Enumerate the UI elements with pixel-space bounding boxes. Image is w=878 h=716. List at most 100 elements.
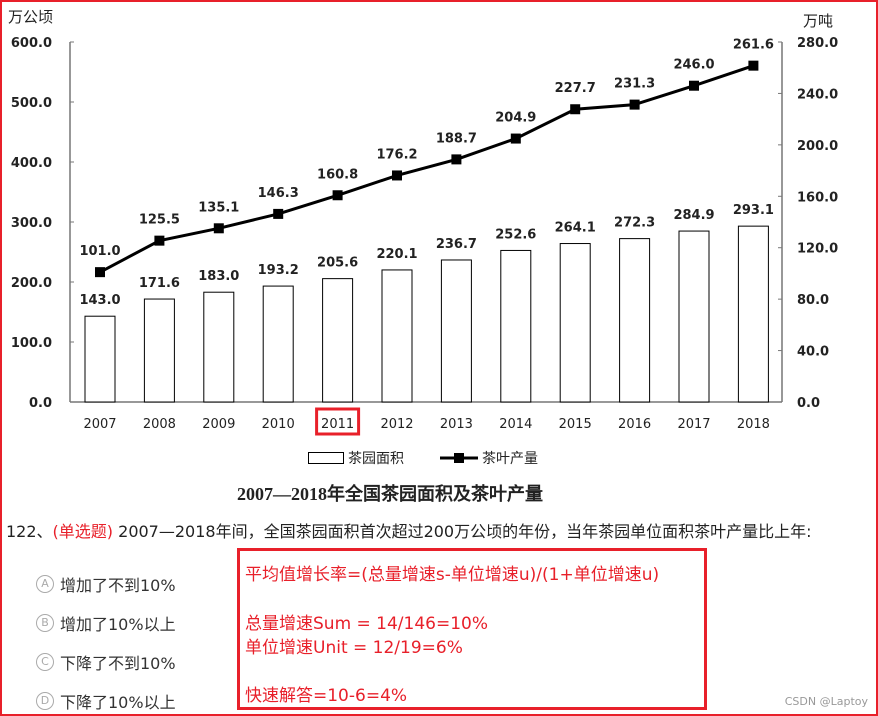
- line-point: [392, 170, 402, 181]
- option-d[interactable]: D 下降了10%以上: [36, 689, 176, 713]
- line-marker-swatch-icon: [440, 453, 478, 463]
- x-tick-label: 2016: [618, 417, 651, 432]
- line-point: [213, 223, 224, 234]
- highlight-box: [315, 407, 361, 436]
- bar: [143, 298, 175, 403]
- bar: [440, 259, 472, 403]
- line-value-label: 146.3: [258, 186, 299, 201]
- option-text: 增加了10%以上: [60, 615, 176, 634]
- legend-label: 茶叶产量: [482, 451, 538, 467]
- bar-value-label: 293.1: [733, 203, 774, 218]
- bar: [737, 225, 769, 403]
- bar-value-label: 183.0: [198, 269, 239, 284]
- line-value-label: 101.0: [79, 244, 120, 259]
- x-tick-label: 2010: [262, 417, 295, 432]
- line-value-label: 246.0: [673, 58, 714, 73]
- bar-value-label: 252.6: [495, 227, 536, 242]
- legend-item-output: 茶叶产量: [440, 448, 538, 468]
- right-tick-label: 80.0: [797, 293, 829, 308]
- right-tick-label: 200.0: [797, 139, 838, 154]
- line-value-label: 227.7: [555, 81, 596, 96]
- x-tick-label: 2013: [440, 417, 473, 432]
- line-value-label: 160.8: [317, 167, 358, 182]
- bar-value-label: 236.7: [436, 237, 477, 252]
- line-point: [332, 190, 343, 201]
- bar-value-label: 220.1: [376, 247, 417, 262]
- bar-value-label: 284.9: [673, 208, 714, 223]
- line-value-label: 204.9: [495, 111, 536, 126]
- legend-item-area: 茶园面积: [308, 448, 404, 468]
- note-answer: 快速解答=10-6=4%: [245, 686, 408, 706]
- bar-value-label: 193.2: [258, 263, 299, 278]
- left-axis-unit: 万公顷: [8, 8, 54, 26]
- option-c[interactable]: C 下降了不到10%: [36, 650, 176, 674]
- bar-value-label: 264.1: [555, 221, 596, 236]
- bar: [322, 278, 354, 403]
- bar: [203, 291, 235, 403]
- option-a[interactable]: A 增加了不到10%: [36, 572, 176, 596]
- x-tick-label: 2018: [737, 417, 770, 432]
- chart-title: 2007—2018年全国茶园面积及茶叶产量: [237, 484, 543, 504]
- option-b[interactable]: B 增加了10%以上: [36, 611, 176, 635]
- right-tick-label: 120.0: [797, 242, 838, 257]
- radio-d[interactable]: D: [36, 692, 54, 710]
- x-tick-label: 2017: [677, 417, 710, 432]
- question: 122、(单选题) 2007—2018年间，全国茶园面积首次超过200万公顷的年…: [6, 518, 812, 542]
- bar: [559, 243, 591, 403]
- right-tick-label: 0.0: [797, 396, 820, 411]
- bar: [84, 315, 116, 403]
- left-tick-label: 100.0: [11, 336, 52, 351]
- x-tick-label: 2012: [380, 417, 413, 432]
- annotation-box: 平均值增长率=(总量增速s-单位增速u)/(1+单位增速u) 总量增速Sum =…: [237, 548, 707, 710]
- chart: 0.0 100.0 200.0 300.0 400.0 500.0 600.0 0.0 40.0…: [11, 36, 838, 436]
- bar: [381, 269, 413, 403]
- x-tick-label: 2014: [499, 417, 532, 432]
- question-number: 122、: [6, 522, 53, 541]
- bar-value-label: 205.6: [317, 256, 358, 271]
- radio-a[interactable]: A: [36, 575, 54, 593]
- bar: [500, 249, 532, 403]
- line-point: [510, 133, 521, 144]
- radio-c[interactable]: C: [36, 653, 54, 671]
- left-tick-label: 500.0: [11, 96, 52, 111]
- bar-value-label: 171.6: [139, 276, 180, 291]
- right-tick-label: 280.0: [797, 36, 838, 51]
- bar-swatch-icon: [308, 452, 344, 464]
- question-text: 2007—2018年间，全国茶园面积首次超过200万公顷的年份，当年茶园单位面积…: [113, 522, 812, 541]
- note-formula: 平均值增长率=(总量增速s-单位增速u)/(1+单位增速u): [245, 565, 660, 585]
- line-point: [154, 235, 165, 246]
- line-point: [629, 99, 640, 110]
- line-value-label: 188.7: [436, 131, 477, 146]
- bar-value-label: 272.3: [614, 216, 655, 231]
- radio-b[interactable]: B: [36, 614, 54, 632]
- note-unit-rate: 单位增速Unit = 12/19=6%: [245, 638, 463, 658]
- left-tick-label: 400.0: [11, 156, 52, 171]
- right-tick-label: 40.0: [797, 345, 829, 360]
- line-point: [689, 80, 699, 91]
- line-point: [95, 267, 105, 278]
- option-text: 下降了不到10%: [60, 654, 176, 673]
- line-value-label: 261.6: [733, 38, 774, 53]
- line-point: [748, 60, 759, 71]
- output-line: [99, 64, 754, 274]
- x-tick-label: 2011: [321, 417, 354, 432]
- bar: [619, 238, 651, 403]
- x-tick-label: 2009: [202, 417, 235, 432]
- legend-label: 茶园面积: [348, 451, 404, 467]
- line-point: [451, 154, 462, 165]
- bar: [262, 285, 294, 403]
- bar-value-label: 143.0: [79, 293, 120, 308]
- question-type-tag: (单选题): [52, 522, 114, 541]
- left-tick-label: 300.0: [11, 216, 52, 231]
- option-text: 增加了不到10%: [60, 576, 176, 595]
- line-value-label: 135.1: [198, 200, 239, 215]
- watermark: CSDN @Laptoy: [784, 695, 868, 708]
- note-sum-rate: 总量增速Sum = 14/146=10%: [245, 614, 489, 634]
- line-value-label: 125.5: [139, 213, 180, 228]
- left-tick-label: 200.0: [11, 276, 52, 291]
- right-tick-label: 160.0: [797, 190, 838, 205]
- line-value-label: 176.2: [376, 147, 417, 162]
- line-point: [570, 104, 581, 115]
- right-tick-label: 240.0: [797, 87, 838, 102]
